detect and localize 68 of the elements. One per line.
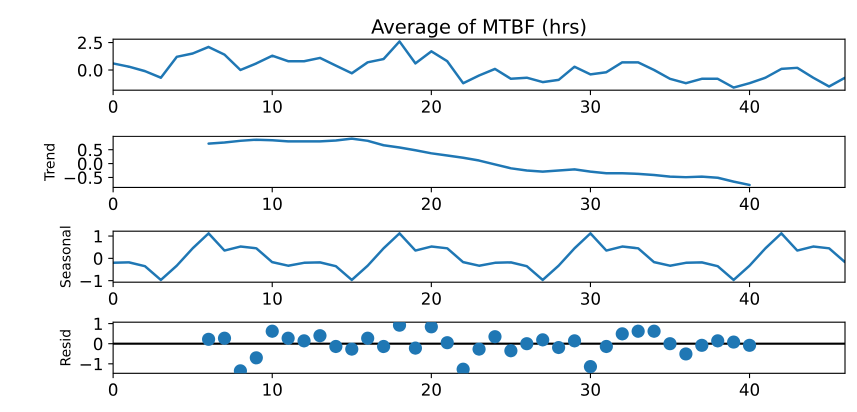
line-series (207, 137, 751, 186)
point (266, 324, 279, 338)
point (297, 334, 311, 348)
point (408, 342, 422, 355)
x-tick-label: 20 (422, 383, 441, 396)
x-tick-label: 30 (581, 100, 600, 113)
point (520, 337, 534, 350)
point (440, 336, 454, 350)
x-tick-label: 0 (108, 197, 118, 210)
x-tick-label: 40 (740, 292, 760, 305)
point (345, 342, 358, 356)
point (424, 322, 438, 334)
point (552, 340, 566, 354)
y-tick-label: 1 (94, 230, 102, 242)
point (377, 340, 390, 354)
x-tick-label: 40 (740, 197, 760, 210)
x-tick-label: 10 (263, 383, 282, 396)
y-tick-label: 0 (94, 252, 102, 265)
x-tick-label: 40 (740, 383, 760, 396)
x-tick-label: 20 (422, 197, 441, 210)
y-tick-label: −1 (80, 358, 102, 370)
y-tick-label: 0.0 (78, 64, 102, 77)
y-tick-label: −1 (80, 274, 102, 287)
chart-title: Average of MTBF (hrs) (371, 18, 586, 38)
point (313, 329, 327, 342)
x-tick-label: 10 (263, 292, 282, 305)
point (663, 337, 677, 350)
x-tick-label: 0 (108, 383, 118, 396)
point (250, 351, 263, 364)
point (727, 336, 740, 349)
point (282, 332, 295, 345)
point (361, 332, 374, 345)
point (711, 334, 724, 348)
point (679, 347, 692, 361)
x-tick-label: 20 (422, 100, 441, 113)
x-tick-label: 30 (581, 383, 600, 396)
point (472, 342, 486, 356)
point (488, 330, 502, 344)
x-tick-label: 40 (740, 100, 760, 113)
x-tick-label: 10 (263, 197, 282, 210)
x-tick-label: 10 (263, 100, 282, 113)
point (632, 324, 645, 338)
x-tick-label: 30 (581, 292, 600, 305)
y-tick-label: 0 (94, 338, 102, 350)
y-tick-label: 0.5 (78, 144, 102, 156)
point (568, 334, 582, 348)
point (742, 338, 756, 352)
x-tick-label: 0 (108, 100, 118, 113)
point (329, 340, 342, 354)
y-axis-title: Resid (60, 330, 71, 366)
point (647, 324, 661, 338)
point (536, 333, 550, 346)
point (202, 332, 216, 346)
point (616, 327, 629, 340)
point (600, 340, 613, 354)
y-tick-label: −0.5 (64, 171, 102, 184)
x-tick-label: 20 (422, 292, 441, 305)
y-axis-title: Seasonal (60, 226, 71, 288)
point (695, 338, 708, 352)
point (584, 360, 598, 374)
y-tick-label: 2.5 (78, 36, 102, 50)
y-axis-title: Trend (44, 144, 55, 181)
y-tick-label: 0.0 (78, 158, 102, 170)
x-tick-label: 30 (581, 197, 600, 210)
point (504, 344, 518, 358)
point (218, 332, 232, 345)
x-tick-label: 0 (108, 292, 118, 305)
y-tick-label: 1 (94, 318, 102, 330)
